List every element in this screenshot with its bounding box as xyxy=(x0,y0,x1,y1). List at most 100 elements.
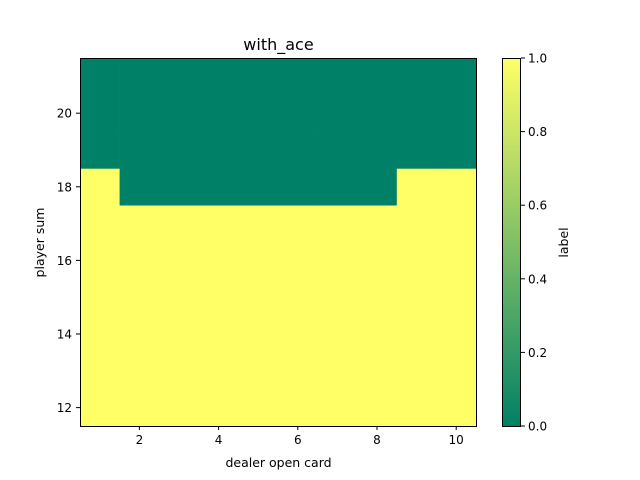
heatmap-cell xyxy=(436,58,477,96)
heatmap-cell xyxy=(357,352,398,390)
heatmap-cell xyxy=(436,242,477,280)
heatmap-cell xyxy=(80,58,120,96)
heatmap-cell xyxy=(80,205,120,243)
heatmap-cell xyxy=(436,168,477,206)
heatmap-cell xyxy=(238,352,279,390)
y-axis-label: player sum xyxy=(32,208,47,278)
x-axis-ticks: 2 4 6 8 10 xyxy=(136,426,464,447)
heatmap-cell xyxy=(357,205,398,243)
heatmap-cell xyxy=(119,131,160,169)
colorbar-label: label xyxy=(556,227,571,257)
heatmap-cell xyxy=(198,168,239,206)
heatmap-cell xyxy=(119,168,160,206)
heatmap-cell xyxy=(357,58,398,96)
heatmap-cell xyxy=(159,205,200,243)
heatmap-cell xyxy=(317,131,358,169)
heatmap-cell xyxy=(159,278,200,316)
heatmap-cell xyxy=(198,352,239,390)
heatmap-cell xyxy=(396,389,437,427)
heatmap-cell xyxy=(396,315,437,353)
heatmap-cell xyxy=(238,205,279,243)
heatmap-cell xyxy=(278,278,318,316)
heatmap-cell xyxy=(119,205,160,243)
heatmap-cell xyxy=(396,58,437,96)
heatmap-cell xyxy=(238,131,279,169)
heatmap-cell xyxy=(396,131,437,169)
y-tick-label: 14 xyxy=(57,328,72,342)
y-tick-label: 12 xyxy=(57,401,72,415)
heatmap-cell xyxy=(198,205,239,243)
heatmap-cells xyxy=(80,58,477,427)
heatmap-cell xyxy=(159,389,200,427)
heatmap-cell xyxy=(436,352,477,390)
heatmap-cell xyxy=(80,168,120,206)
heatmap-cell xyxy=(119,94,160,132)
heatmap-cell xyxy=(396,205,437,243)
heatmap-cell xyxy=(317,352,358,390)
heatmap-cell xyxy=(80,352,120,390)
heatmap-cell xyxy=(436,131,477,169)
x-axis-label: dealer open card xyxy=(225,455,331,470)
heatmap-cell xyxy=(159,352,200,390)
heatmap-cell xyxy=(317,315,358,353)
heatmap-cell xyxy=(317,242,358,280)
heatmap-cell xyxy=(278,352,318,390)
heatmap-cell xyxy=(198,58,239,96)
heatmap-cell xyxy=(198,94,239,132)
heatmap-cell xyxy=(159,315,200,353)
heatmap-cell xyxy=(278,315,318,353)
heatmap-cell xyxy=(317,94,358,132)
heatmap-cell xyxy=(80,278,120,316)
heatmap-cell xyxy=(278,168,318,206)
colorbar-tick-label: 1.0 xyxy=(528,52,547,66)
chart-title: with_ace xyxy=(243,35,313,55)
heatmap-cell xyxy=(278,205,318,243)
heatmap-cell xyxy=(436,278,477,316)
heatmap-cell xyxy=(119,389,160,427)
heatmap-cell xyxy=(238,278,279,316)
heatmap-cell xyxy=(238,315,279,353)
heatmap-cell xyxy=(119,242,160,280)
heatmap-cell xyxy=(317,205,358,243)
heatmap-cell xyxy=(159,168,200,206)
heatmap-cell xyxy=(436,205,477,243)
heatmap-cell xyxy=(80,131,120,169)
colorbar-tick-label: 0.8 xyxy=(528,125,547,139)
colorbar xyxy=(502,58,521,427)
heatmap-cell xyxy=(238,58,279,96)
heatmap-cell xyxy=(278,389,318,427)
heatmap-cell xyxy=(317,389,358,427)
heatmap-cell xyxy=(278,58,318,96)
heatmap-cell xyxy=(198,315,239,353)
heatmap-cell xyxy=(357,242,398,280)
colorbar-tick-label: 0.6 xyxy=(528,199,547,213)
heatmap-cell xyxy=(317,278,358,316)
colorbar-ticks: 0.0 0.2 0.4 0.6 0.8 1.0 xyxy=(521,52,547,434)
heatmap-cell xyxy=(317,58,358,96)
heatmap-cell xyxy=(396,168,437,206)
heatmap-cell xyxy=(80,242,120,280)
heatmap-cell xyxy=(159,242,200,280)
heatmap-cell xyxy=(119,278,160,316)
heatmap-cell xyxy=(80,315,120,353)
heatmap-cell xyxy=(198,242,239,280)
y-tick-label: 18 xyxy=(57,180,72,194)
y-tick-label: 16 xyxy=(57,254,72,268)
heatmap-cell xyxy=(278,242,318,280)
heatmap-cell xyxy=(198,278,239,316)
heatmap-cell xyxy=(119,58,160,96)
heatmap-cell xyxy=(357,168,398,206)
heatmap-cell xyxy=(238,168,279,206)
x-tick-label: 2 xyxy=(136,433,144,447)
heatmap-cell xyxy=(396,352,437,390)
x-tick-label: 8 xyxy=(373,433,381,447)
x-tick-label: 6 xyxy=(294,433,302,447)
heatmap-cell xyxy=(396,278,437,316)
heatmap-cell xyxy=(119,352,160,390)
heatmap-cell xyxy=(357,94,398,132)
colorbar-tick-label: 0.0 xyxy=(528,420,547,434)
heatmap-cell xyxy=(436,389,477,427)
y-tick-label: 20 xyxy=(57,107,72,121)
heatmap-cell xyxy=(238,389,279,427)
